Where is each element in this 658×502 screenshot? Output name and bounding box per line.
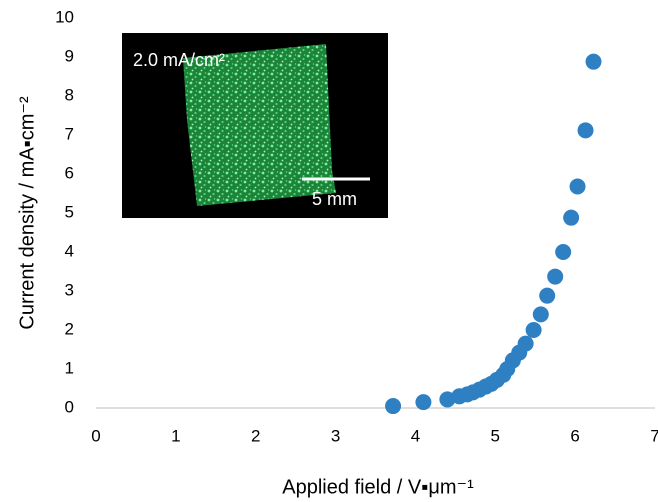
scale-bar-label: 5 mm — [312, 189, 357, 209]
data-point — [385, 398, 402, 415]
y-tick-label: 5 — [65, 202, 74, 221]
data-point — [415, 394, 432, 411]
y-tick-label: 1 — [65, 358, 74, 377]
x-tick-label: 0 — [91, 426, 100, 445]
inset-label: 2.0 mA/cm² — [133, 50, 225, 70]
x-tick-label: 2 — [251, 426, 260, 445]
y-tick-label: 7 — [65, 124, 74, 143]
x-tick-label: 7 — [650, 426, 658, 445]
y-tick-label: 9 — [65, 46, 74, 65]
data-point — [525, 322, 542, 338]
data-point — [563, 209, 580, 226]
data-point — [555, 244, 572, 260]
data-point — [547, 268, 564, 285]
x-tick-label: 4 — [411, 426, 420, 445]
data-point — [577, 122, 594, 139]
y-axis-title: Current density / mA▪cm⁻² — [16, 96, 38, 330]
data-point — [539, 287, 556, 304]
y-tick-label: 0 — [65, 397, 74, 416]
x-tick-label: 3 — [331, 426, 340, 445]
x-tick-label: 6 — [570, 426, 579, 445]
y-tick-label: 6 — [65, 163, 74, 182]
y-tick-label: 4 — [65, 241, 74, 260]
inset-sample — [183, 44, 336, 206]
x-tick-label: 5 — [491, 426, 500, 445]
data-point — [517, 335, 534, 352]
data-point — [585, 53, 602, 70]
data-point — [439, 391, 456, 408]
y-tick-label: 3 — [65, 280, 74, 299]
x-tick-label: 1 — [171, 426, 180, 445]
data-point — [532, 306, 549, 323]
y-tick-label: 2 — [65, 319, 74, 338]
inset: 2.0 mA/cm² 5 mm — [122, 33, 388, 218]
y-tick-label: 8 — [65, 85, 74, 104]
x-axis-title: Applied field / V▪μm⁻¹ — [282, 476, 474, 498]
y-tick-label: 10 — [55, 7, 74, 26]
data-point — [569, 178, 586, 195]
